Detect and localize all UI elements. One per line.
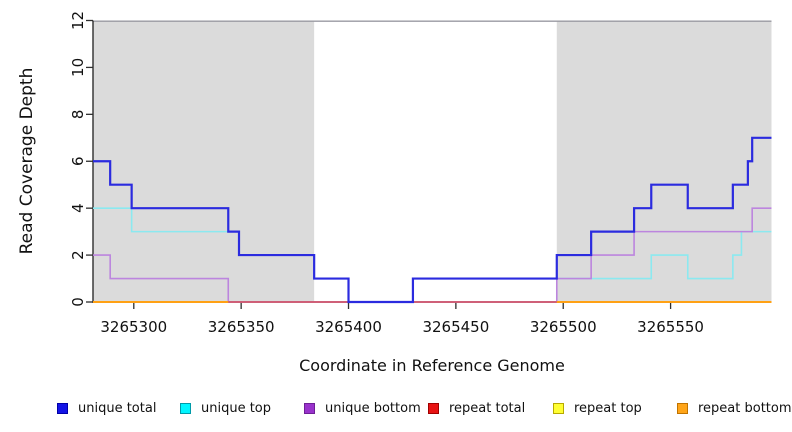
x-tick-label: 3265350 bbox=[208, 318, 275, 336]
series-line-unique-total bbox=[93, 136, 772, 304]
x-tick-label: 3265500 bbox=[530, 318, 597, 336]
x-tick-label: 3265450 bbox=[422, 318, 489, 336]
y-tick-label: 8 bbox=[69, 110, 87, 120]
y-tick-label: 4 bbox=[69, 203, 87, 213]
x-axis-title: Coordinate in Reference Genome bbox=[299, 356, 565, 375]
x-tick-label: 3265400 bbox=[315, 318, 382, 336]
y-tick-label: 2 bbox=[69, 250, 87, 260]
y-tick-label: 0 bbox=[69, 297, 87, 307]
x-tick-label: 3265550 bbox=[637, 318, 704, 336]
repeat-region-right-shade bbox=[556, 20, 772, 302]
series-line-unique-bottom bbox=[93, 207, 772, 303]
repeat-region-left-shade bbox=[93, 20, 315, 302]
y-axis-title: Read Coverage Depth bbox=[17, 67, 37, 255]
x-tick-label: 3265300 bbox=[100, 318, 167, 336]
y-tick-label: 6 bbox=[69, 156, 87, 166]
y-tick-label: 12 bbox=[69, 11, 87, 30]
y-tick-label: 10 bbox=[69, 58, 87, 77]
